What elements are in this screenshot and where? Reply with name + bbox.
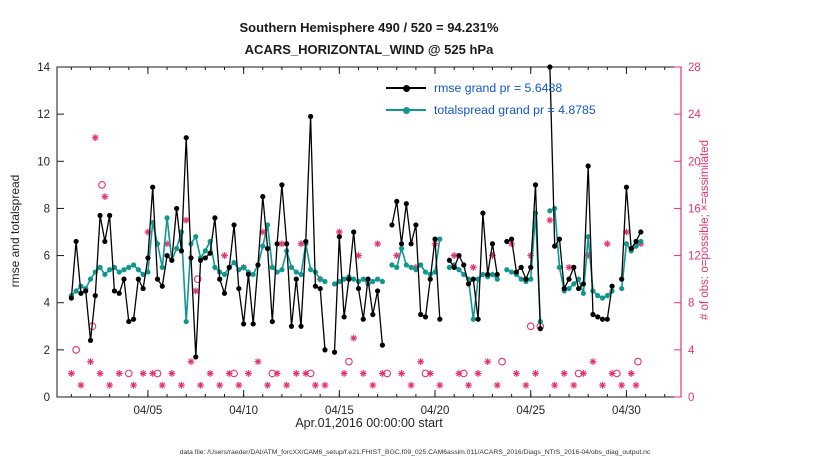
- svg-text:28: 28: [688, 62, 701, 74]
- svg-text:20: 20: [688, 156, 701, 168]
- y-axis-label-right: # of obs: o=possible; ×=assimilated: [699, 140, 711, 320]
- svg-text:04/10: 04/10: [229, 405, 258, 417]
- svg-text:14: 14: [37, 62, 50, 74]
- svg-text:4: 4: [44, 298, 51, 310]
- axes: 04/05 04/10 04/15 04/20 04/25 04/300246810121…: [37, 62, 701, 417]
- rmse-line: [68, 64, 644, 360]
- svg-text:6: 6: [44, 251, 50, 263]
- svg-text:2: 2: [44, 345, 50, 357]
- svg-text:4: 4: [688, 345, 695, 357]
- svg-text:04/20: 04/20: [421, 405, 450, 417]
- svg-text:0: 0: [44, 392, 50, 404]
- rmse-legend-marker: [386, 83, 426, 93]
- svg-text:12: 12: [37, 109, 50, 121]
- svg-text:24: 24: [688, 109, 701, 121]
- data-file-path: data file: /Users/raeder/DAI/ATM_forcXX/…: [179, 449, 651, 456]
- svg-text:8: 8: [44, 203, 50, 215]
- svg-text:8: 8: [688, 298, 694, 310]
- legend-item-rmse: rmse grand pr = 5.6488: [386, 79, 596, 96]
- totalspread-legend-marker: [386, 105, 426, 115]
- svg-text:04/30: 04/30: [612, 405, 641, 417]
- svg-text:04/25: 04/25: [516, 405, 545, 417]
- x-axis-label: Apr.01,2016 00:00:00 start: [295, 416, 443, 430]
- plot-subtitle: ACARS_HORIZONTAL_WIND @ 525 hPa: [244, 42, 494, 57]
- legend-label-rmse: rmse grand pr = 5.6488: [434, 80, 563, 95]
- totalspread-line: [68, 205, 644, 325]
- legend: rmse grand pr = 5.6488 totalspread grand…: [386, 79, 596, 118]
- legend-label-totalspread: totalspread grand pr = 4.8785: [434, 102, 596, 117]
- legend-item-totalspread: totalspread grand pr = 4.8785: [386, 101, 596, 118]
- svg-text:04/05: 04/05: [134, 405, 163, 417]
- svg-text:0: 0: [688, 392, 694, 404]
- svg-text:04/15: 04/15: [325, 405, 354, 417]
- y-axis-label-left: rmse and totalspread: [8, 174, 22, 288]
- plot-title: Southern Hemisphere 490 / 520 = 94.231%: [239, 20, 499, 35]
- svg-text:12: 12: [688, 251, 701, 263]
- svg-text:10: 10: [37, 156, 50, 168]
- svg-text:16: 16: [688, 203, 701, 215]
